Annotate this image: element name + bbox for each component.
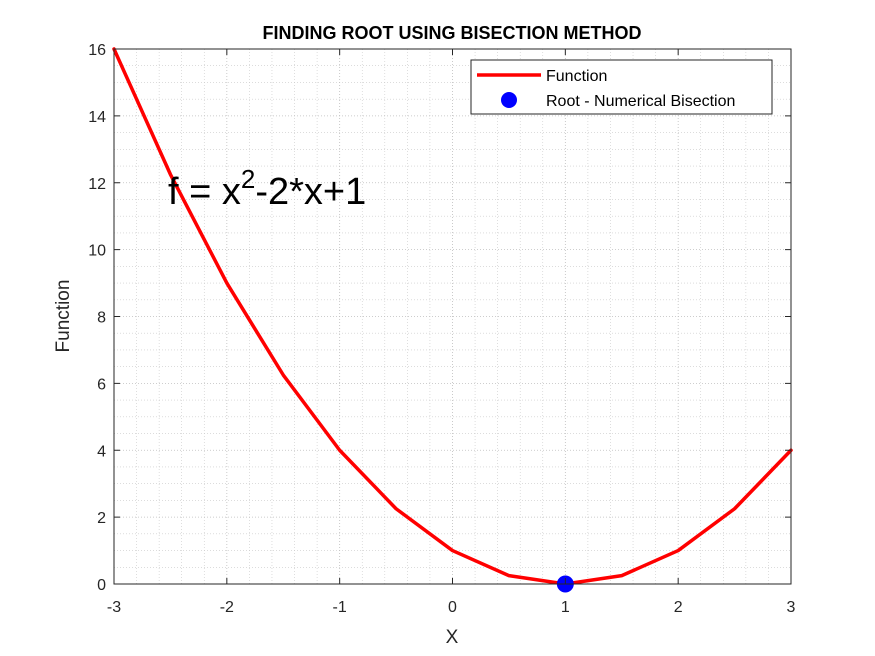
legend-marker-swatch: [501, 92, 517, 108]
legend-label-function: Function: [546, 68, 607, 85]
y-tick-label: 12: [88, 176, 106, 193]
y-tick-label: 0: [97, 577, 106, 594]
x-tick-label: 1: [561, 599, 570, 616]
y-tick-label: 14: [88, 109, 106, 126]
y-tick-label: 8: [97, 310, 106, 327]
y-tick-label: 6: [97, 376, 106, 393]
x-tick-label: -3: [107, 599, 121, 616]
y-tick-label: 4: [97, 443, 106, 460]
x-tick-label: 0: [448, 599, 457, 616]
y-tick-label: 2: [97, 510, 106, 527]
y-axis-label: Function: [53, 280, 74, 353]
equation-annotation: f = x2-2*x+1: [168, 164, 366, 213]
chart-title: FINDING ROOT USING BISECTION METHOD: [262, 23, 641, 43]
function-curve: [112, 47, 793, 586]
y-tick-label: 16: [88, 42, 106, 59]
x-tick-label: -1: [333, 599, 347, 616]
x-tick-label: 3: [787, 599, 796, 616]
x-axis-label: X: [446, 627, 459, 648]
equation-rest: -2*x+1: [255, 171, 366, 213]
y-tick-label: 10: [88, 243, 106, 260]
equation-base: f = x: [168, 171, 241, 213]
legend: Function Root - Numerical Bisection: [470, 59, 773, 115]
axis-ticks: [113, 48, 792, 585]
x-tick-label: 2: [674, 599, 683, 616]
legend-label-root: Root - Numerical Bisection: [546, 93, 735, 110]
equation-superscript: 2: [241, 164, 255, 194]
legend-box: [470, 59, 773, 115]
x-tick-label: -2: [220, 599, 234, 616]
